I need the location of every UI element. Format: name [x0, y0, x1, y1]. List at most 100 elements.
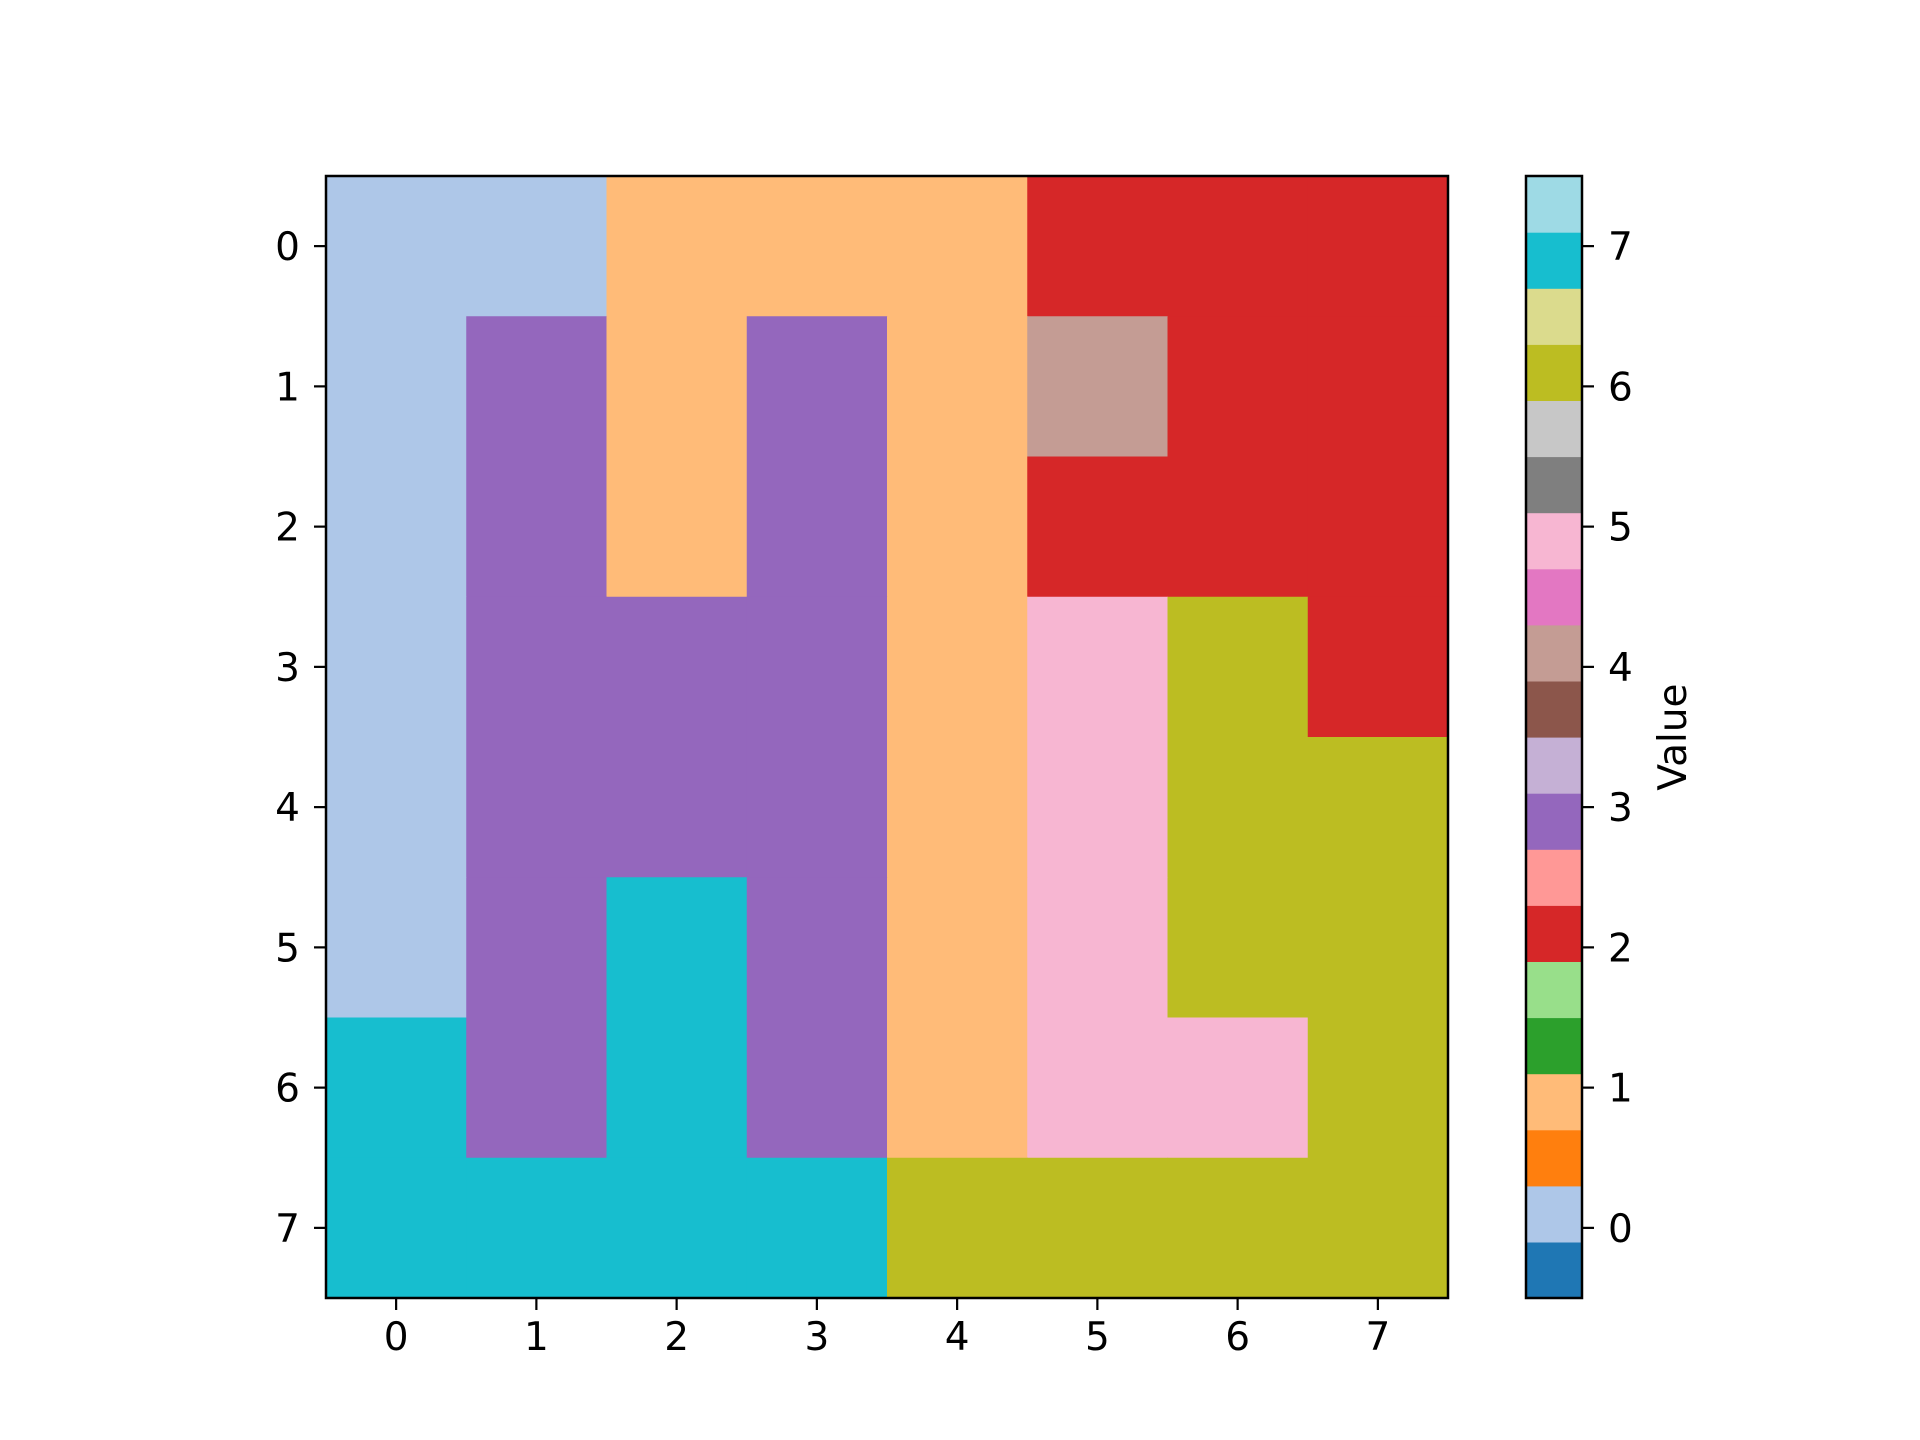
y-tick-label: 2 — [275, 506, 300, 551]
heatmap-cell-r1-c7 — [1307, 316, 1449, 458]
heatmap-cell-r5-c3 — [746, 877, 888, 1019]
heatmap-cell-r6-c4 — [887, 1017, 1028, 1159]
colorbar: 0 1 2 3 4 5 6 7 — [1524, 174, 1633, 1300]
heatmap-cell-r5-c7 — [1307, 877, 1449, 1019]
y-axis: 0 1 2 3 4 5 6 7 — [275, 225, 326, 1252]
colorbar-tick-label: 0 — [1608, 1207, 1633, 1252]
heatmap-cell-r2-c2 — [606, 456, 748, 598]
y-tick-label: 6 — [275, 1067, 300, 1112]
heatmap-cell-r3-c7 — [1307, 596, 1449, 738]
colorbar-tick-label: 5 — [1608, 506, 1633, 551]
heatmap-cell-r4-c6 — [1167, 737, 1309, 878]
colorbar-segment — [1526, 568, 1582, 626]
heatmap-cell-r0-c2 — [606, 176, 748, 317]
colorbar-segment — [1526, 288, 1582, 345]
heatmap-cell-r0-c6 — [1167, 176, 1309, 317]
colorbar-tick-label: 7 — [1608, 225, 1633, 270]
colorbar-segment — [1526, 961, 1582, 1019]
x-tick-label: 2 — [664, 1315, 689, 1360]
heatmap-cell-r6-c1 — [466, 1017, 608, 1159]
colorbar-segment — [1526, 344, 1582, 401]
heatmap-cell-r5-c2 — [606, 877, 748, 1019]
plot-frame — [324, 174, 1450, 1300]
heatmap-cell-r0-c0 — [326, 176, 467, 317]
colorbar-tick-label: 3 — [1608, 786, 1633, 831]
colorbar-segment — [1526, 793, 1582, 850]
heatmap-cell-r2-c6 — [1167, 456, 1309, 598]
heatmap-cell-r0-c1 — [466, 176, 608, 317]
heatmap-cell-r1-c3 — [746, 316, 888, 458]
colorbar-segment — [1526, 849, 1582, 906]
heatmap-cell-r2-c0 — [326, 456, 467, 598]
heatmap-cell-r4-c1 — [466, 737, 608, 878]
heatmap-cell-r6-c2 — [606, 1017, 748, 1159]
colorbar-segment — [1526, 1241, 1582, 1299]
heatmap-cell-r5-c1 — [466, 877, 608, 1019]
heatmap-cell-r7-c2 — [606, 1157, 748, 1299]
heatmap-cell-r7-c3 — [746, 1157, 888, 1299]
heatmap-cell-r7-c5 — [1027, 1157, 1169, 1299]
colorbar-segment — [1526, 176, 1582, 233]
colorbar-segment — [1526, 232, 1582, 289]
heatmap-cells — [326, 176, 1449, 1299]
heatmap-cell-r5-c4 — [887, 877, 1028, 1019]
heatmap-cell-r0-c7 — [1307, 176, 1449, 317]
heatmap-cell-r2-c7 — [1307, 456, 1449, 598]
colorbar-segment — [1526, 1017, 1582, 1075]
heatmap-cell-r1-c2 — [606, 316, 748, 458]
heatmap-cell-r4-c4 — [887, 737, 1028, 878]
colorbar-segment — [1526, 456, 1582, 514]
colorbar-tick-label: 1 — [1608, 1067, 1633, 1112]
colorbar-label: Value — [1651, 683, 1696, 790]
colorbar-segment — [1526, 1185, 1582, 1243]
x-tick-label: 5 — [1085, 1315, 1110, 1360]
heatmap-cell-r6-c5 — [1027, 1017, 1169, 1159]
heatmap-cell-r5-c5 — [1027, 877, 1169, 1019]
heatmap-cell-r7-c0 — [326, 1157, 467, 1299]
colorbar-segment — [1526, 1073, 1582, 1131]
heatmap-cell-r3-c6 — [1167, 596, 1309, 738]
colorbar-segment — [1526, 1129, 1582, 1187]
heatmap-cell-r2-c4 — [887, 456, 1028, 598]
heatmap-cell-r2-c1 — [466, 456, 608, 598]
heatmap-cell-r5-c0 — [326, 877, 467, 1019]
colorbar-frame — [1524, 174, 1584, 1300]
heatmap-cell-r6-c7 — [1307, 1017, 1449, 1159]
heatmap-cell-r5-c6 — [1167, 877, 1309, 1019]
heatmap-cell-r3-c4 — [887, 596, 1028, 738]
heatmap-cell-r2-c5 — [1027, 456, 1169, 598]
heatmap-cell-r1-c6 — [1167, 316, 1309, 458]
heatmap-cell-r2-c3 — [746, 456, 888, 598]
x-tick-label: 3 — [804, 1315, 829, 1360]
heatmap-cell-r4-c2 — [606, 737, 748, 878]
heatmap-cell-r3-c2 — [606, 596, 748, 738]
colorbar-segment — [1526, 400, 1582, 458]
heatmap-cell-r4-c5 — [1027, 737, 1169, 878]
heatmap-cell-r3-c0 — [326, 596, 467, 738]
y-tick-label: 4 — [275, 786, 300, 831]
heatmap-cell-r6-c6 — [1167, 1017, 1309, 1159]
colorbar-segment — [1526, 512, 1582, 570]
heatmap-cell-r7-c4 — [887, 1157, 1028, 1299]
heatmap-cell-r0-c4 — [887, 176, 1028, 317]
heatmap-cell-r0-c5 — [1027, 176, 1169, 317]
x-tick-label: 6 — [1225, 1315, 1250, 1360]
heatmap-cell-r3-c1 — [466, 596, 608, 738]
y-tick-label: 7 — [275, 1207, 300, 1252]
colorbar-tick-label: 6 — [1608, 365, 1633, 410]
heatmap-cell-r3-c3 — [746, 596, 888, 738]
heatmap-cell-r6-c3 — [746, 1017, 888, 1159]
heatmap-cell-r1-c5 — [1027, 316, 1169, 458]
x-tick-label: 1 — [524, 1315, 549, 1360]
heatmap-cell-r7-c6 — [1167, 1157, 1309, 1299]
heatmap-cell-r4-c0 — [326, 737, 467, 878]
heatmap-cell-r3-c5 — [1027, 596, 1169, 738]
y-tick-label: 1 — [275, 365, 300, 410]
colorbar-tick-label: 4 — [1608, 646, 1633, 691]
colorbar-segment — [1526, 624, 1582, 682]
heatmap-cell-r7-c1 — [466, 1157, 608, 1299]
heatmap-cell-r1-c1 — [466, 316, 608, 458]
x-tick-label: 7 — [1365, 1315, 1390, 1360]
y-tick-label: 3 — [275, 646, 300, 691]
